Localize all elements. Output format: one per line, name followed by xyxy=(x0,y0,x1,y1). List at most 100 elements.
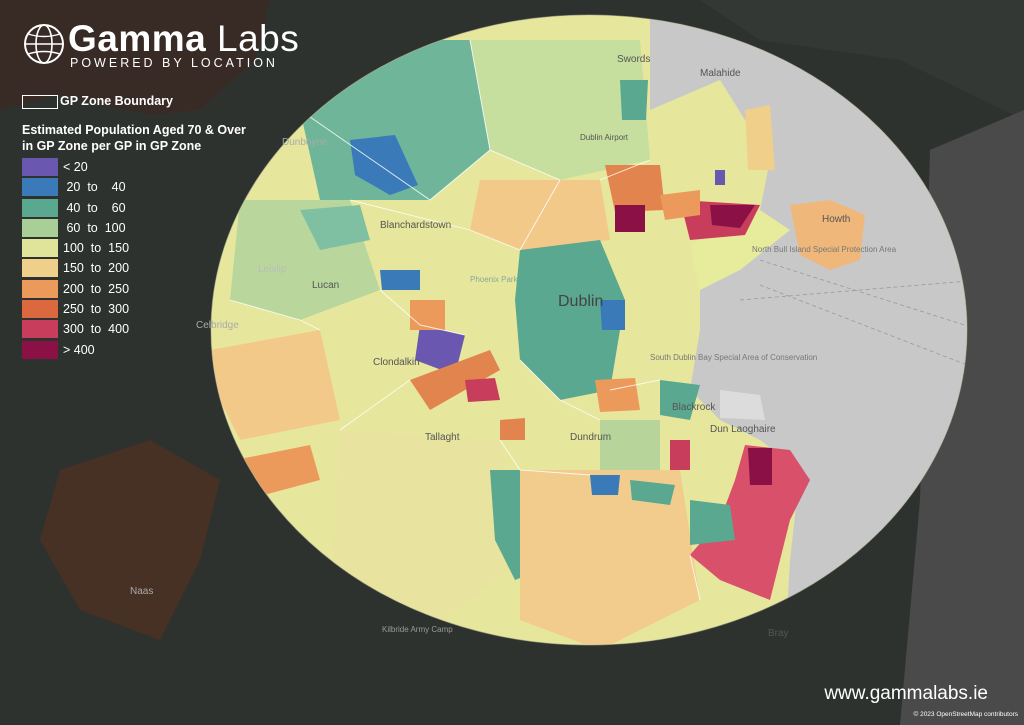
label-kilbride: Kilbride Army Camp xyxy=(382,625,453,634)
zone xyxy=(415,325,465,375)
legend-class-row: 60 to 100 xyxy=(22,218,292,239)
zone-city-centre xyxy=(515,240,625,400)
legend-class-row: 150 to 200 xyxy=(22,259,292,279)
zone xyxy=(380,270,420,290)
county-shade xyxy=(40,440,220,640)
legend-class-label: 150 to 200 xyxy=(63,261,130,276)
legend-swatch xyxy=(22,300,58,319)
label-dun-laoghaire: Dun Laoghaire xyxy=(710,424,776,435)
boundary-swatch xyxy=(22,95,58,109)
legend-class-row: 250 to 300 xyxy=(22,300,292,320)
label-leixlip: Leixlip xyxy=(258,264,287,275)
legend-class-row: 200 to 250 xyxy=(22,279,292,300)
legend-class-row: < 20 xyxy=(22,158,292,178)
legend-swatch xyxy=(22,259,58,278)
label-bray: Bray xyxy=(768,628,789,639)
label-naas: Naas xyxy=(130,586,153,597)
globe-icon xyxy=(24,24,64,64)
legend-title: Estimated Population Aged 70 & Over in G… xyxy=(22,123,246,153)
label-south-dublin-bay: South Dublin Bay Special Area of Conserv… xyxy=(650,353,817,362)
county-shade xyxy=(0,0,270,115)
legend-class-row: 40 to 60 xyxy=(22,198,292,219)
zone xyxy=(465,378,500,402)
zone xyxy=(410,350,500,410)
legend-class-row: > 400 xyxy=(22,340,292,361)
label-clondalkin: Clondalkin xyxy=(373,357,420,368)
label-swords: Swords xyxy=(617,54,650,65)
zone xyxy=(720,390,765,420)
brand-logo: Gamma Labs POWERED BY LOCATION xyxy=(20,18,320,74)
zone xyxy=(330,430,520,640)
zone xyxy=(660,190,700,220)
zone xyxy=(300,205,370,250)
zone xyxy=(630,480,675,505)
legend-swatch xyxy=(22,218,58,237)
zone xyxy=(710,205,755,228)
label-north-bull: North Bull Island Special Protection Are… xyxy=(752,245,897,254)
legend-class-label: < 20 xyxy=(63,160,88,174)
zone-howth xyxy=(790,200,865,270)
legend-class-label: 40 to 60 xyxy=(63,200,126,215)
zone xyxy=(211,330,340,440)
legend-class-row: 100 to 150 xyxy=(22,239,292,259)
osm-credit: © 2023 OpenStreetMap contributors xyxy=(913,711,1018,718)
legend-swatch xyxy=(22,178,58,197)
place-labels: Swords Malahide Dublin Airport Blanchard… xyxy=(130,54,897,639)
legend-classes: < 20 20 to 40 40 to 60 60 to 100 100 to 1… xyxy=(22,158,292,361)
legend-class-label: 20 to 40 xyxy=(63,180,126,195)
label-dunboyne: Dunboyne xyxy=(282,137,328,148)
north-bull xyxy=(690,210,790,290)
label-dublin-airport: Dublin Airport xyxy=(580,133,629,142)
legend-class-row: 300 to 400 xyxy=(22,320,292,340)
zone xyxy=(660,380,700,420)
legend-swatch xyxy=(22,239,58,258)
zone xyxy=(520,470,700,645)
label-celbridge: Celbridge xyxy=(196,320,239,331)
study-area-outline xyxy=(210,14,968,646)
legend-class-label: 300 to 400 xyxy=(63,322,130,337)
legend-swatch xyxy=(22,279,58,298)
zone-killiney xyxy=(690,445,810,600)
zone xyxy=(605,165,665,212)
legend-swatch xyxy=(22,340,58,359)
brand-tagline: POWERED BY LOCATION xyxy=(70,56,278,70)
label-tallaght: Tallaght xyxy=(425,432,460,443)
legend-class-label: 60 to 100 xyxy=(63,220,126,235)
label-blanchardstown: Blanchardstown xyxy=(380,220,451,231)
study-area xyxy=(211,15,967,645)
zone xyxy=(670,440,690,470)
zone xyxy=(500,418,525,440)
zone xyxy=(470,40,650,180)
legend-boundary: GP Zone Boundary xyxy=(22,94,292,112)
zone xyxy=(620,80,648,120)
zone xyxy=(595,378,640,412)
boundary-label: GP Zone Boundary xyxy=(60,94,173,108)
label-lucan: Lucan xyxy=(312,280,339,291)
label-dundrum: Dundrum xyxy=(570,432,611,443)
legend-class-label: > 400 xyxy=(63,342,95,357)
sea xyxy=(650,15,967,645)
label-phoenix-park: Phoenix Park xyxy=(470,275,519,284)
map-legend: GP Zone Boundary Estimated Population Ag… xyxy=(22,94,292,361)
legend-class-label: 250 to 300 xyxy=(63,302,130,317)
zone xyxy=(410,300,445,330)
brand-name: Gamma Labs xyxy=(68,18,300,59)
zone xyxy=(715,170,725,185)
legend-swatch xyxy=(22,320,58,339)
legend-swatch xyxy=(22,158,58,176)
website-url[interactable]: www.gammalabs.ie xyxy=(824,683,988,704)
label-blackrock: Blackrock xyxy=(672,402,716,413)
legend-swatch xyxy=(22,198,58,217)
label-howth: Howth xyxy=(822,214,850,225)
zone xyxy=(600,300,625,330)
zone xyxy=(748,448,772,485)
label-dublin: Dublin xyxy=(558,293,603,310)
zone xyxy=(590,475,620,495)
county-shade xyxy=(700,0,1024,120)
zone xyxy=(745,105,775,170)
zone xyxy=(615,205,645,232)
legend-class-label: 200 to 250 xyxy=(63,281,130,296)
zone xyxy=(690,500,735,545)
